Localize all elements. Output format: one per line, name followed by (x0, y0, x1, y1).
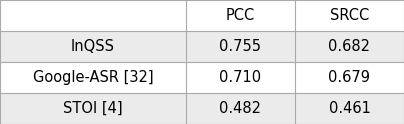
Bar (186, 31, 295, 62)
Bar (186, 93, 295, 124)
Bar (295, 0, 404, 31)
Text: STOI [4]: STOI [4] (63, 101, 123, 116)
Bar (186, 0, 295, 31)
Text: 0.461: 0.461 (328, 101, 370, 116)
Text: Google-ASR [32]: Google-ASR [32] (33, 70, 153, 85)
Text: InQSS: InQSS (71, 39, 115, 54)
Bar (0, 31, 186, 62)
Text: 0.682: 0.682 (328, 39, 370, 54)
Text: 0.710: 0.710 (219, 70, 261, 85)
Bar (295, 93, 404, 124)
Text: SRCC: SRCC (330, 8, 369, 23)
Text: 0.679: 0.679 (328, 70, 370, 85)
Bar (295, 31, 404, 62)
Bar (0, 93, 186, 124)
Bar (186, 62, 295, 93)
Bar (295, 62, 404, 93)
Text: 0.482: 0.482 (219, 101, 261, 116)
Text: PCC: PCC (226, 8, 255, 23)
Bar (0, 0, 186, 31)
Bar (0, 62, 186, 93)
Text: 0.755: 0.755 (219, 39, 261, 54)
